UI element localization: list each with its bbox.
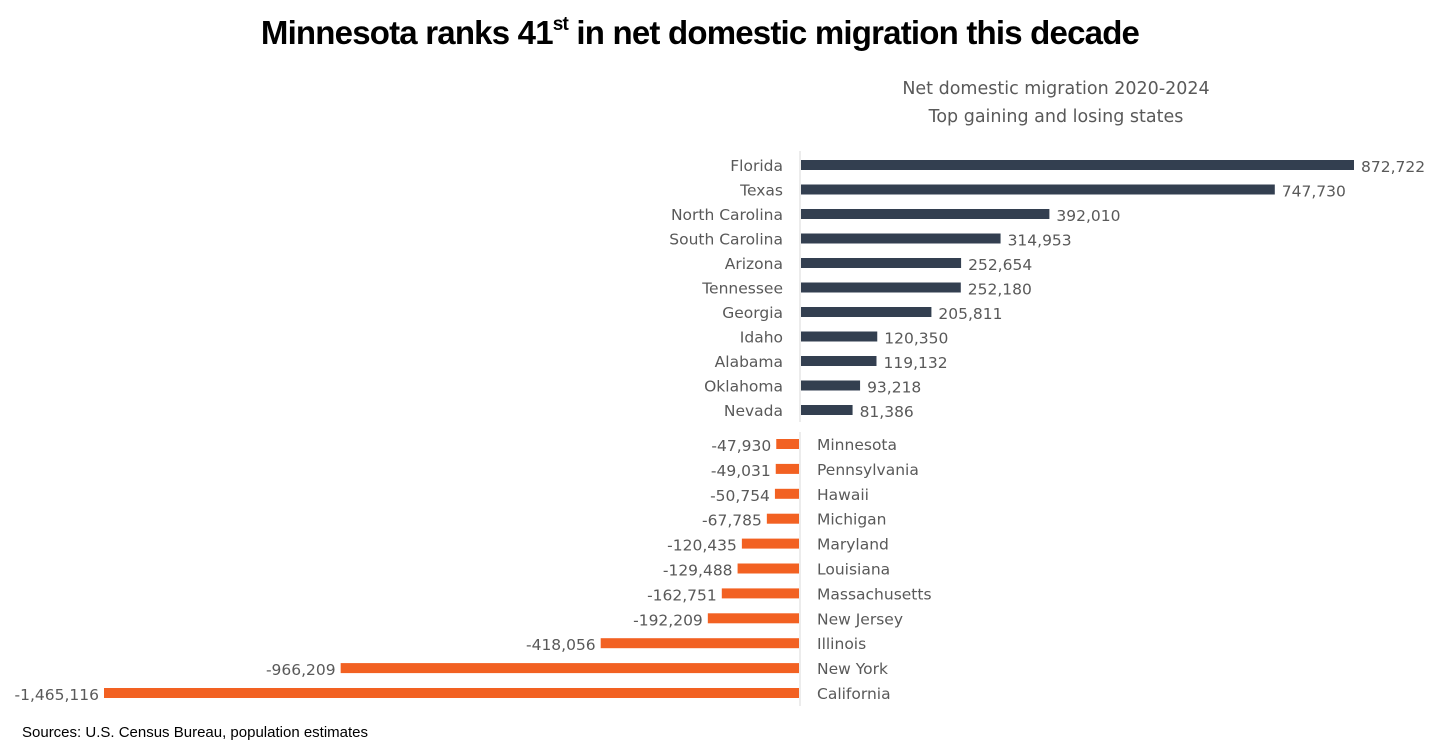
bar-nevada — [801, 405, 853, 415]
category-label: South Carolina — [669, 231, 783, 249]
category-label: Texas — [739, 182, 783, 200]
bar-maryland — [741, 538, 799, 549]
chart-subtitle-line2: Top gaining and losing states — [928, 107, 1184, 127]
value-label: -47,930 — [711, 437, 771, 455]
losing-states-chart: Minnesota -47,930 Pennsylvania -49,031 Hawai… — [15, 432, 932, 706]
bar-texas — [801, 184, 1275, 195]
value-label: -966,209 — [266, 661, 336, 679]
category-label: Michigan — [817, 511, 887, 529]
category-label: North Carolina — [671, 206, 783, 224]
category-label: Minnesota — [817, 436, 897, 454]
value-label: -162,751 — [647, 586, 717, 604]
value-label: 314,953 — [1008, 232, 1072, 250]
value-label: -50,754 — [710, 487, 770, 505]
bar-new-york — [340, 663, 799, 674]
bar-arizona — [801, 258, 962, 268]
bar-california — [104, 688, 799, 698]
source-note: Sources: U.S. Census Bureau, population … — [22, 724, 369, 741]
bar-illinois — [600, 638, 799, 649]
value-label: -418,056 — [526, 636, 596, 654]
category-label: Louisiana — [817, 561, 890, 579]
value-label: -129,488 — [663, 562, 733, 580]
category-label: Florida — [730, 157, 783, 175]
category-label: Maryland — [817, 536, 889, 554]
bar-minnesota — [776, 439, 799, 449]
value-label: -120,435 — [667, 537, 737, 555]
title-text-rest: in net domestic migration this decade — [568, 14, 1140, 51]
gaining-states-chart: Florida 872,722 Texas 747,730 North Carolina… — [669, 151, 1425, 422]
category-label: Pennsylvania — [817, 461, 919, 479]
category-label: Alabama — [715, 353, 783, 371]
bar-north-carolina — [801, 209, 1050, 219]
bar-alabama — [801, 356, 877, 366]
value-label: 747,730 — [1282, 183, 1346, 201]
value-label: 120,350 — [884, 330, 948, 348]
category-label: Arizona — [725, 255, 783, 273]
bar-louisiana — [737, 563, 799, 574]
category-label: Nevada — [724, 402, 783, 420]
value-label: -67,785 — [702, 512, 762, 530]
value-label: -192,209 — [633, 611, 703, 629]
value-label: 392,010 — [1056, 207, 1120, 225]
value-label: 119,132 — [883, 354, 947, 372]
bar-new-jersey — [707, 613, 799, 624]
category-label: Massachusetts — [817, 585, 932, 603]
bar-florida — [801, 160, 1354, 170]
value-label: 252,180 — [968, 281, 1032, 299]
category-label: California — [817, 685, 891, 703]
value-label: 872,722 — [1361, 158, 1425, 176]
bar-tennessee — [801, 282, 961, 293]
category-label: Hawaii — [817, 486, 869, 504]
value-label: -1,465,116 — [15, 686, 99, 704]
value-label: 252,654 — [968, 256, 1032, 274]
category-label: Idaho — [740, 329, 783, 347]
bar-massachusetts — [721, 588, 799, 599]
title-text: Minnesota ranks 41 — [260, 14, 554, 51]
bar-oklahoma — [801, 380, 861, 391]
category-label: Georgia — [722, 304, 783, 322]
bar-georgia — [801, 307, 932, 317]
bar-pennsylvania — [775, 463, 799, 474]
category-label: Oklahoma — [704, 378, 783, 396]
title-superscript: st — [552, 14, 569, 35]
bar-south-carolina — [801, 233, 1001, 244]
value-label: 81,386 — [860, 403, 914, 421]
category-label: New Jersey — [817, 610, 903, 628]
chart-title: Minnesota ranks 41st in net domestic mig… — [0, 14, 1400, 52]
bar-michigan — [766, 513, 799, 524]
category-label: Illinois — [817, 635, 866, 653]
bar-idaho — [801, 331, 878, 342]
value-label: 205,811 — [938, 305, 1002, 323]
category-label: New York — [817, 660, 888, 678]
value-label: -49,031 — [711, 462, 771, 480]
chart-subtitle-line1: Net domestic migration 2020-2024 — [902, 79, 1210, 99]
category-label: Tennessee — [701, 280, 783, 298]
value-label: 93,218 — [867, 379, 921, 397]
bar-hawaii — [774, 488, 799, 499]
